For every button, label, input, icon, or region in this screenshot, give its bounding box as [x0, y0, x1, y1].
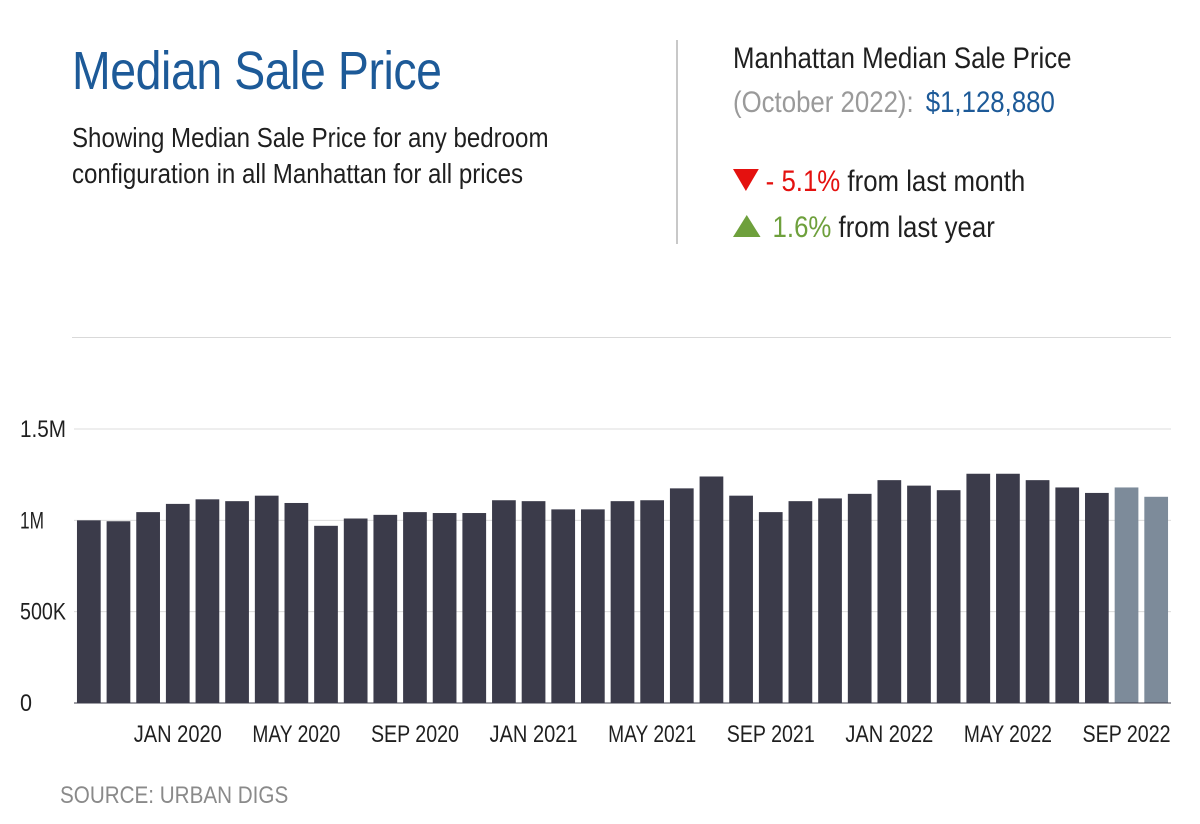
up-triangle-icon: [733, 215, 761, 238]
bar: [1025, 480, 1050, 703]
bar: [847, 493, 872, 703]
bar-chart: 0 500K 1M 1.5M JAN 2020 MAY 2020 SEP 2020 JAN 2…: [20, 416, 1171, 748]
x-tick-label: SEP 2022: [1083, 721, 1171, 748]
bar: [254, 495, 279, 703]
bar: [758, 512, 783, 703]
month-change-text: from last month: [847, 165, 1026, 198]
bar: [195, 499, 220, 703]
bar: [462, 513, 487, 703]
section-separator: [72, 337, 1171, 338]
x-tick-label: SEP 2021: [727, 721, 815, 748]
x-tick-label: MAY 2022: [964, 721, 1052, 748]
chart-subtitle: Showing Median Sale Price for any bedroo…: [72, 122, 549, 189]
summary-period: (October 2022):: [733, 86, 914, 119]
vertical-divider: [676, 40, 678, 244]
bar: [432, 513, 457, 703]
year-change-value: 1.6%: [772, 211, 832, 244]
chart-title: Median Sale Price: [72, 41, 442, 101]
x-tick-label: JAN 2020: [134, 721, 222, 748]
bar: [580, 509, 605, 703]
bar: [314, 525, 338, 703]
bar: [699, 476, 724, 703]
bar: [403, 512, 427, 703]
summary-title: Manhattan Median Sale Price: [733, 42, 1072, 75]
summary-price: $1,128,880: [925, 86, 1055, 119]
bar: [492, 500, 516, 703]
bar: [373, 514, 398, 703]
x-tick-label: JAN 2022: [845, 721, 933, 748]
bar: [1144, 496, 1169, 703]
bar: [936, 490, 961, 703]
bar: [907, 485, 931, 703]
month-change: - 5.1% from last month: [733, 165, 1025, 199]
bar: [284, 502, 309, 703]
bar: [610, 501, 635, 703]
bar: [877, 480, 902, 703]
bar: [1114, 487, 1139, 703]
y-tick-label: 500K: [20, 599, 66, 626]
bar: [788, 501, 813, 703]
bar: [818, 498, 842, 703]
bar: [1085, 492, 1109, 703]
bar: [106, 521, 131, 703]
bar: [640, 500, 665, 703]
bar: [165, 503, 190, 703]
y-tick-label: 0: [20, 690, 32, 717]
bar: [136, 512, 160, 703]
source-label: SOURCE: URBAN DIGS: [60, 782, 289, 809]
bar: [76, 520, 101, 703]
bar: [966, 473, 991, 703]
summary-period-line: (October 2022): $1,128,880: [733, 86, 1055, 120]
x-tick-label: SEP 2020: [371, 721, 459, 748]
bar: [343, 518, 368, 703]
year-change-text: from last year: [838, 211, 995, 244]
y-tick-label: 1M: [20, 507, 44, 534]
bar: [551, 509, 576, 703]
bar: [669, 488, 694, 703]
bar: [521, 501, 546, 703]
x-tick-label: MAY 2021: [608, 721, 696, 748]
bar: [225, 501, 249, 703]
x-tick-label: JAN 2021: [490, 721, 578, 748]
bar: [1055, 487, 1080, 703]
bar: [996, 473, 1020, 703]
year-change: 1.6% from last year: [733, 211, 995, 245]
bar: [729, 495, 753, 703]
x-tick-label: MAY 2020: [252, 721, 340, 748]
month-change-value: - 5.1%: [765, 165, 841, 198]
y-tick-label: 1.5M: [20, 416, 66, 443]
down-triangle-icon: [733, 169, 759, 192]
